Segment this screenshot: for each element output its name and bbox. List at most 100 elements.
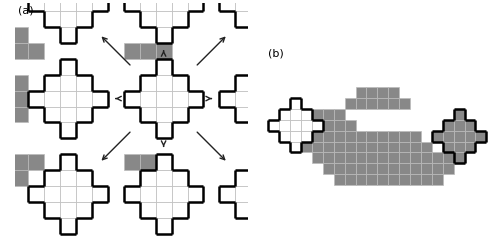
Bar — [76, 186, 92, 202]
Bar — [60, 11, 76, 27]
Bar — [12, 91, 28, 107]
Bar — [399, 131, 410, 142]
Bar — [236, 107, 252, 122]
Bar — [60, 122, 76, 138]
Bar — [290, 142, 301, 152]
Bar — [399, 142, 410, 152]
Bar — [334, 131, 344, 142]
Bar — [44, 75, 60, 91]
Bar — [312, 120, 323, 131]
Bar — [236, 91, 252, 107]
Bar — [464, 142, 475, 152]
Bar — [344, 163, 356, 174]
Bar — [476, 131, 486, 142]
Bar — [410, 142, 421, 152]
Bar — [268, 170, 283, 186]
Bar — [454, 109, 464, 120]
Bar — [172, 107, 188, 122]
Bar — [454, 131, 464, 142]
Bar — [60, 202, 76, 218]
Bar — [44, 202, 60, 218]
Bar — [236, 202, 252, 218]
Bar — [76, 75, 92, 91]
Bar — [356, 152, 366, 163]
Bar — [464, 120, 475, 131]
Bar — [378, 152, 388, 163]
Bar — [388, 142, 399, 152]
Bar — [454, 152, 464, 163]
Bar — [432, 152, 442, 163]
Bar — [366, 98, 378, 109]
Bar — [188, 91, 204, 107]
Bar — [344, 98, 356, 109]
Bar — [28, 154, 44, 170]
Bar — [356, 87, 366, 98]
Bar — [252, 186, 268, 202]
Bar — [388, 131, 399, 142]
Bar — [284, 91, 300, 107]
Bar — [366, 87, 378, 98]
Text: (a): (a) — [18, 6, 34, 16]
Bar — [312, 109, 323, 120]
Bar — [388, 98, 399, 109]
Bar — [421, 142, 432, 152]
Bar — [252, 202, 268, 218]
Bar — [268, 107, 283, 122]
Bar — [388, 174, 399, 185]
Bar — [301, 109, 312, 120]
Bar — [140, 91, 156, 107]
Bar — [156, 186, 172, 202]
Bar — [156, 154, 172, 170]
Bar — [268, 202, 283, 218]
Bar — [301, 131, 312, 142]
Bar — [312, 131, 323, 142]
Bar — [442, 120, 454, 131]
Bar — [323, 142, 334, 152]
Bar — [279, 109, 290, 120]
Bar — [124, 154, 140, 170]
Bar — [388, 163, 399, 174]
Bar — [323, 152, 334, 163]
Bar — [28, 43, 44, 59]
Bar — [312, 142, 323, 152]
Bar — [156, 0, 172, 11]
Bar — [442, 131, 454, 142]
Bar — [156, 43, 172, 59]
Bar — [124, 43, 140, 59]
Bar — [442, 152, 454, 163]
Text: (b): (b) — [268, 49, 284, 59]
Bar — [366, 131, 378, 142]
Bar — [156, 59, 172, 75]
Bar — [236, 170, 252, 186]
Bar — [356, 163, 366, 174]
Bar — [140, 202, 156, 218]
Bar — [76, 170, 92, 186]
Bar — [356, 174, 366, 185]
Bar — [140, 107, 156, 122]
Bar — [28, 0, 44, 11]
Bar — [334, 120, 344, 131]
Bar — [366, 152, 378, 163]
Bar — [156, 202, 172, 218]
Bar — [356, 98, 366, 109]
Bar — [188, 0, 204, 11]
Bar — [378, 131, 388, 142]
Bar — [220, 91, 236, 107]
Bar — [334, 142, 344, 152]
Bar — [432, 131, 442, 142]
Bar — [323, 109, 334, 120]
Bar — [252, 218, 268, 234]
Bar — [284, 154, 300, 170]
Bar — [12, 27, 28, 43]
Bar — [60, 186, 76, 202]
Bar — [410, 163, 421, 174]
Bar — [172, 0, 188, 11]
Bar — [323, 131, 334, 142]
Bar — [44, 0, 60, 11]
Bar — [12, 154, 28, 170]
Bar — [442, 163, 454, 174]
Bar — [60, 75, 76, 91]
Bar — [344, 142, 356, 152]
Bar — [410, 131, 421, 142]
Bar — [454, 120, 464, 131]
